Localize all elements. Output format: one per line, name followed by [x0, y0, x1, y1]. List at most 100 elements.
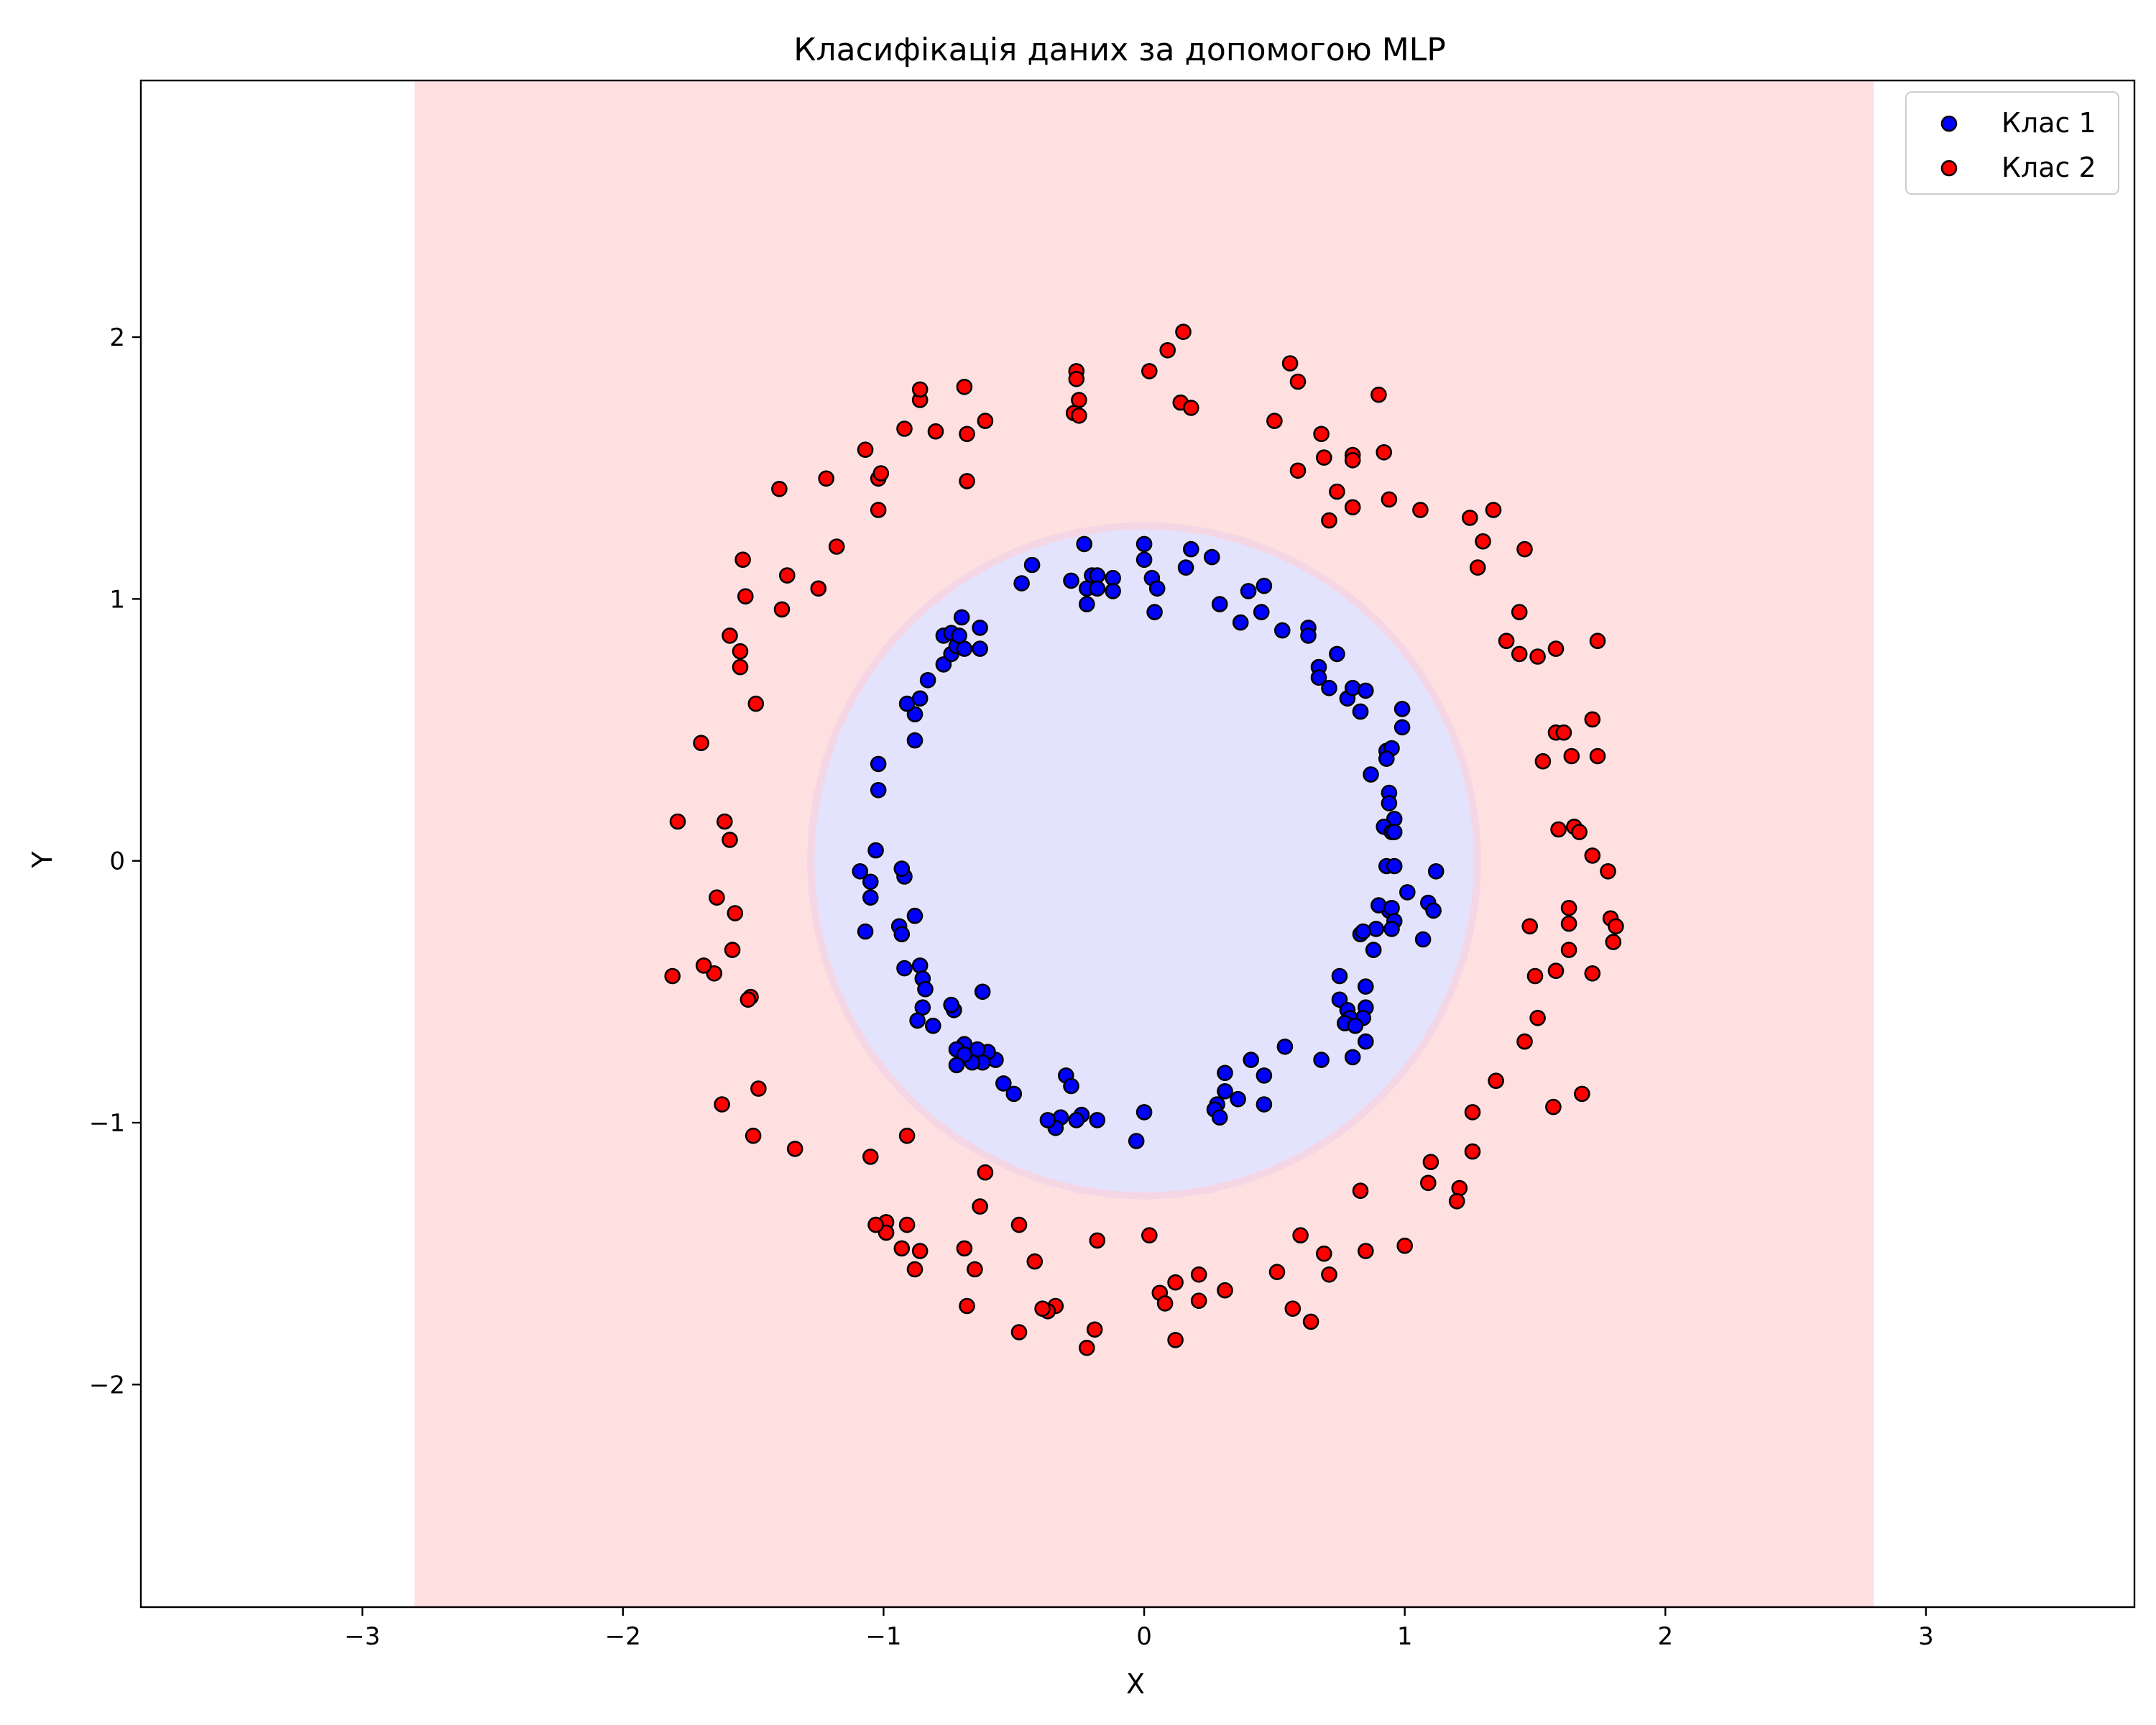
data-point-class-2 — [972, 1198, 988, 1215]
data-point-class-1 — [1023, 556, 1041, 574]
data-point-class-1 — [953, 609, 970, 626]
data-point-class-1 — [870, 782, 887, 799]
data-point-class-1 — [1135, 1104, 1153, 1121]
data-point-class-2 — [896, 420, 913, 437]
data-point-class-2 — [1511, 604, 1528, 620]
data-point-class-2 — [716, 813, 733, 830]
data-point-class-1 — [1005, 1085, 1023, 1103]
data-point-class-2 — [1563, 748, 1580, 765]
data-point-class-2 — [898, 1216, 916, 1233]
data-point-class-1 — [1368, 921, 1385, 937]
data-point-class-2 — [927, 423, 944, 440]
data-point-class-1 — [1063, 1077, 1079, 1095]
data-point-class-2 — [1529, 1010, 1546, 1026]
legend-label-class-1: Клас 1 — [2001, 107, 2096, 139]
data-point-class-2 — [773, 601, 791, 618]
data-point-class-2 — [1529, 648, 1546, 665]
data-point-class-1 — [1217, 1083, 1233, 1100]
data-point-class-2 — [669, 813, 686, 830]
data-point-class-2 — [1462, 510, 1478, 526]
data-point-class-2 — [727, 905, 744, 921]
data-point-class-2 — [1302, 1313, 1319, 1330]
data-point-class-2 — [1608, 918, 1624, 935]
data-point-class-2 — [732, 658, 749, 676]
data-point-class-2 — [1464, 1143, 1481, 1160]
data-point-class-2 — [1605, 934, 1622, 950]
data-point-class-2 — [898, 1127, 916, 1144]
data-point-class-2 — [1451, 1179, 1468, 1197]
data-point-class-2 — [1488, 1072, 1504, 1089]
data-point-class-2 — [1600, 863, 1616, 880]
data-point-class-1 — [974, 983, 991, 1000]
data-point-class-1 — [1310, 669, 1327, 686]
data-point-class-2 — [779, 567, 796, 584]
data-point-class-2 — [1584, 711, 1601, 728]
data-point-class-2 — [1571, 824, 1588, 840]
data-point-class-2 — [956, 1240, 973, 1257]
y-tick-label: −2 — [89, 1371, 125, 1399]
data-point-class-1 — [1211, 596, 1228, 612]
y-tick-label: 2 — [109, 323, 125, 352]
data-point-class-2 — [872, 465, 890, 482]
data-point-class-2 — [1034, 1300, 1051, 1317]
data-point-class-2 — [1547, 962, 1565, 979]
data-point-class-2 — [1352, 1182, 1369, 1199]
data-point-class-2 — [1167, 1274, 1184, 1291]
data-point-class-2 — [750, 1080, 767, 1097]
data-point-class-2 — [714, 1096, 730, 1113]
data-point-class-2 — [1560, 900, 1577, 916]
data-point-class-2 — [977, 1164, 994, 1181]
data-point-class-2 — [740, 991, 757, 1008]
data-point-class-2 — [1516, 540, 1533, 558]
data-point-class-2 — [722, 832, 738, 848]
data-point-class-1 — [1068, 1112, 1085, 1128]
data-point-class-1 — [1383, 900, 1400, 916]
data-point-class-2 — [1183, 400, 1199, 416]
data-point-class-1 — [1383, 921, 1400, 937]
data-point-class-2 — [1475, 533, 1491, 550]
data-point-class-1 — [857, 923, 874, 940]
data-point-class-1 — [1358, 978, 1374, 995]
data-point-class-1 — [862, 873, 879, 891]
data-point-class-1 — [1363, 766, 1379, 783]
data-point-class-2 — [722, 627, 738, 644]
legend-box — [1905, 91, 2119, 195]
data-point-class-2 — [1086, 1321, 1103, 1338]
data-point-class-2 — [959, 473, 975, 489]
data-point-class-1 — [1321, 679, 1337, 696]
data-point-class-2 — [818, 470, 834, 487]
data-point-class-2 — [828, 538, 845, 555]
data-point-class-1 — [1365, 942, 1382, 958]
data-point-class-1 — [1355, 923, 1371, 940]
data-point-class-1 — [1089, 1112, 1106, 1128]
data-point-class-2 — [1521, 918, 1538, 935]
data-point-class-2 — [959, 1297, 975, 1315]
data-point-class-2 — [1268, 1264, 1286, 1280]
plot-area — [139, 79, 2136, 1609]
data-point-class-1 — [1399, 884, 1416, 901]
data-point-class-1 — [1105, 583, 1121, 599]
data-point-class-1 — [1256, 577, 1273, 594]
data-point-class-2 — [1316, 449, 1332, 466]
data-point-class-1 — [925, 1017, 941, 1034]
data-point-class-1 — [1135, 535, 1153, 553]
data-point-class-2 — [967, 1261, 983, 1278]
data-point-class-2 — [1464, 1104, 1481, 1121]
data-point-class-2 — [1190, 1266, 1207, 1283]
data-point-class-2 — [1448, 1193, 1465, 1210]
data-point-class-1 — [919, 671, 936, 689]
data-point-class-1 — [1300, 627, 1317, 644]
data-point-class-2 — [1547, 640, 1565, 657]
data-point-class-2 — [1068, 370, 1085, 387]
data-point-class-1 — [1256, 1096, 1273, 1113]
data-point-class-2 — [1560, 915, 1577, 932]
data-point-class-1 — [1217, 1064, 1233, 1082]
data-point-class-1 — [911, 690, 929, 707]
data-point-class-1 — [906, 732, 923, 749]
data-point-class-2 — [734, 551, 751, 569]
data-point-class-1 — [1243, 1052, 1259, 1068]
data-point-class-1 — [1344, 1049, 1361, 1066]
data-point-class-2 — [857, 441, 874, 459]
data-point-class-1 — [1079, 596, 1095, 612]
data-point-class-1 — [1148, 580, 1166, 597]
